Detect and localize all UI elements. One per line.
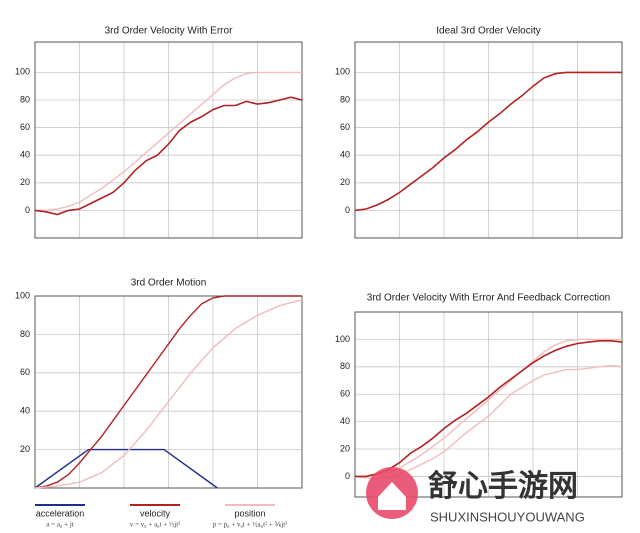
y-tick-label: 80 <box>340 94 350 104</box>
y-tick-label: 40 <box>340 416 350 426</box>
y-tick-label: 80 <box>20 329 30 339</box>
y-tick-label: 80 <box>20 94 30 104</box>
legend-label: position <box>234 508 265 518</box>
series-line <box>34 299 303 489</box>
y-tick-label: 40 <box>340 150 350 160</box>
y-tick-label: 40 <box>20 406 30 416</box>
y-tick-label: 40 <box>20 150 30 160</box>
chart-title: Ideal 3rd Order Velocity <box>436 26 541 37</box>
series-line <box>34 295 302 489</box>
plot-frame <box>354 311 623 498</box>
watermark: 舒心手游网 SHUXINSHOUYOUWANG <box>366 467 585 524</box>
y-tick-label: 80 <box>340 361 350 371</box>
y-tick-label: 0 <box>345 471 350 481</box>
watermark-domain: SHUXINSHOUYOUWANG <box>430 509 585 524</box>
y-tick-label: 100 <box>335 67 350 77</box>
plot-frame <box>34 41 303 239</box>
y-tick-label: 20 <box>340 443 350 453</box>
series-line <box>35 71 302 212</box>
legend-formula: p = p₀ + v₀t + ½a₀t² + ⅙jt³ <box>213 521 288 529</box>
series-line <box>34 448 218 489</box>
legend-label: velocity <box>140 508 171 518</box>
legend-formula: v = v₀ + a₀t + ½jt² <box>130 521 181 529</box>
charts: 3rd Order Velocity With Error 0 20 40 60 80 10… <box>15 26 623 498</box>
legend-formula: a = a₀ + jt <box>46 521 73 529</box>
y-tick-label: 20 <box>340 177 350 187</box>
series-line <box>354 71 622 212</box>
series-line <box>34 96 303 216</box>
chart-title: 3rd Order Velocity With Error And Feedba… <box>367 293 610 304</box>
y-tick-label: 20 <box>20 444 30 454</box>
y-tick-label: 0 <box>345 205 350 215</box>
watermark-icon <box>378 482 406 510</box>
y-tick-label: 100 <box>335 334 350 344</box>
y-tick-label: 20 <box>20 177 30 187</box>
legend-label: acceleration <box>36 508 85 518</box>
chart-title: 3rd Order Velocity With Error <box>105 26 233 37</box>
y-tick-label: 0 <box>25 205 30 215</box>
chart-title: 3rd Order Motion <box>131 278 207 289</box>
y-tick-label: 60 <box>340 389 350 399</box>
series-line <box>355 340 623 478</box>
watermark-name: 舒心手游网 <box>428 469 578 503</box>
y-tick-label: 60 <box>20 122 30 132</box>
y-tick-label: 100 <box>15 290 30 300</box>
y-tick-label: 60 <box>340 122 350 132</box>
plot-frame <box>354 41 623 239</box>
plot-frame <box>34 295 303 489</box>
y-tick-label: 60 <box>20 367 30 377</box>
y-tick-label: 100 <box>15 67 30 77</box>
